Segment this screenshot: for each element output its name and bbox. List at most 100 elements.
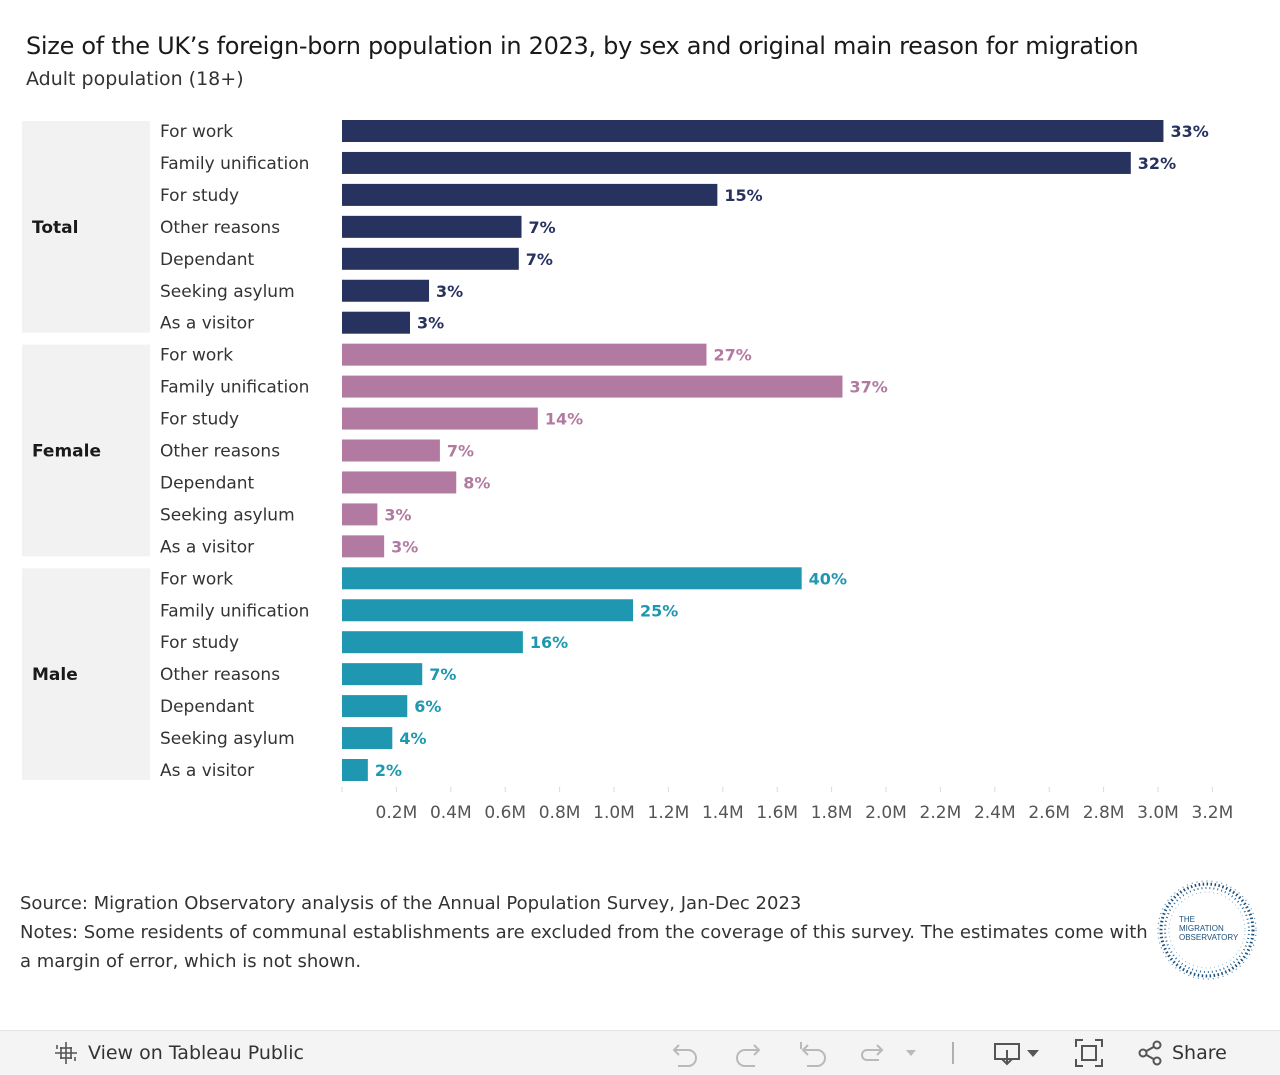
- bar-total-family-unification: [342, 151, 1131, 174]
- share-icon: [1136, 1039, 1164, 1067]
- data-label-male-family-unification: 25%: [640, 601, 678, 620]
- tableau-toolbar: View on Tableau Public Share: [0, 1030, 1280, 1075]
- toolbar-divider: [951, 1031, 955, 1075]
- bar-male-dependant: [342, 695, 408, 718]
- view-on-tableau-label: View on Tableau Public: [88, 1042, 304, 1064]
- bar-female-family-unification: [342, 375, 843, 398]
- group-label-female: Female: [32, 442, 101, 462]
- x-tick-label-0: 0.2M: [376, 803, 418, 823]
- x-tick-label-7: 1.6M: [756, 803, 798, 823]
- bar-female-for-study: [342, 407, 538, 430]
- group-band-total: [22, 121, 150, 333]
- category-label-male-other-reasons: Other reasons: [160, 665, 280, 685]
- bar-male-as-a-visitor: [342, 759, 368, 781]
- group-band-male: [22, 568, 150, 780]
- bar-total-as-a-visitor: [342, 311, 410, 334]
- data-label-female-family-unification: 37%: [849, 378, 887, 397]
- data-label-male-for-study: 16%: [530, 633, 568, 652]
- bar-female-dependant: [342, 471, 457, 494]
- bar-male-other-reasons: [342, 663, 423, 686]
- data-label-female-seeking-asylum: 3%: [384, 505, 411, 524]
- refresh-icon[interactable]: [857, 1031, 887, 1075]
- data-label-male-dependant: 6%: [414, 697, 441, 716]
- bar-chart: Total For work 33% Family unification 32% For…: [22, 120, 1234, 823]
- data-label-male-as-a-visitor: 2%: [375, 761, 402, 780]
- logo-line-3: OBSERVATORY: [1179, 933, 1239, 942]
- source-note: Source: Migration Observatory analysis o…: [20, 893, 802, 914]
- x-tick-label-11: 2.4M: [974, 803, 1016, 823]
- category-label-total-other-reasons: Other reasons: [160, 218, 280, 238]
- category-label-total-for-study: For study: [160, 186, 239, 206]
- category-label-total-family-unification: Family unification: [160, 154, 309, 174]
- data-label-total-dependant: 7%: [526, 250, 553, 269]
- x-tick-label-6: 1.4M: [702, 803, 744, 823]
- bar-male-for-work: [342, 567, 802, 590]
- bar-male-seeking-asylum: [342, 727, 393, 750]
- data-label-total-other-reasons: 7%: [529, 218, 556, 237]
- x-tick-label-5: 1.2M: [648, 803, 690, 823]
- x-tick-label-14: 3.0M: [1137, 803, 1179, 823]
- category-label-male-dependant: Dependant: [160, 697, 255, 717]
- category-label-female-for-work: For work: [160, 346, 233, 366]
- data-label-female-for-study: 14%: [545, 410, 583, 429]
- chart-subtitle: Adult population (18+): [26, 68, 244, 90]
- undo-icon[interactable]: [670, 1031, 700, 1075]
- bar-female-for-work: [342, 343, 707, 366]
- revert-icon[interactable]: [797, 1031, 829, 1075]
- data-label-total-for-study: 15%: [724, 186, 762, 205]
- chart-title: Size of the UK’s foreign-born population…: [26, 32, 1139, 60]
- data-label-total-family-unification: 32%: [1138, 154, 1176, 173]
- category-label-total-seeking-asylum: Seeking asylum: [160, 282, 295, 302]
- redo-icon[interactable]: [733, 1031, 763, 1075]
- x-tick-label-3: 0.8M: [539, 803, 581, 823]
- x-tick-label-1: 0.4M: [430, 803, 472, 823]
- x-tick-label-15: 3.2M: [1192, 803, 1234, 823]
- share-label: Share: [1172, 1042, 1227, 1064]
- x-tick-label-8: 1.8M: [811, 803, 853, 823]
- data-label-male-other-reasons: 7%: [429, 665, 456, 684]
- category-label-male-seeking-asylum: Seeking asylum: [160, 729, 295, 749]
- category-label-female-seeking-asylum: Seeking asylum: [160, 505, 295, 525]
- x-tick-label-4: 1.0M: [593, 803, 635, 823]
- bar-total-other-reasons: [342, 215, 522, 238]
- category-label-male-as-a-visitor: As a visitor: [160, 761, 254, 781]
- notes-line-2: a margin of error, which is not shown.: [20, 951, 362, 972]
- x-tick-label-10: 2.2M: [920, 803, 962, 823]
- migration-observatory-logo: THE MIGRATION OBSERVATORY: [1155, 878, 1259, 982]
- category-label-male-for-work: For work: [160, 569, 233, 589]
- download-icon[interactable]: [993, 1031, 1041, 1075]
- data-label-total-as-a-visitor: 3%: [417, 314, 444, 333]
- category-label-female-dependant: Dependant: [160, 473, 255, 493]
- category-label-female-other-reasons: Other reasons: [160, 442, 280, 462]
- notes-line-1: Notes: Some residents of communal establ…: [20, 922, 1148, 943]
- pause-dropdown-icon[interactable]: [904, 1031, 918, 1075]
- bar-total-for-work: [342, 120, 1164, 142]
- category-label-female-as-a-visitor: As a visitor: [160, 537, 254, 557]
- x-tick-label-9: 2.0M: [865, 803, 907, 823]
- fullscreen-icon[interactable]: [1074, 1031, 1104, 1075]
- bar-male-for-study: [342, 631, 523, 654]
- data-label-female-dependant: 8%: [463, 473, 490, 492]
- view-on-tableau-button[interactable]: View on Tableau Public: [52, 1031, 304, 1075]
- bar-female-as-a-visitor: [342, 535, 385, 558]
- bar-total-dependant: [342, 247, 519, 270]
- category-label-male-family-unification: Family unification: [160, 601, 309, 621]
- data-label-male-seeking-asylum: 4%: [399, 729, 426, 748]
- bar-female-seeking-asylum: [342, 503, 378, 526]
- category-label-total-for-work: For work: [160, 122, 233, 142]
- share-button[interactable]: Share: [1136, 1031, 1227, 1075]
- x-tick-label-12: 2.6M: [1028, 803, 1070, 823]
- x-tick-label-2: 0.6M: [484, 803, 526, 823]
- bar-total-for-study: [342, 183, 718, 206]
- tableau-icon: [52, 1039, 80, 1067]
- category-label-female-for-study: For study: [160, 410, 239, 430]
- data-label-female-for-work: 27%: [713, 346, 751, 365]
- logo-line-2: MIGRATION: [1179, 924, 1224, 933]
- bar-female-other-reasons: [342, 439, 440, 462]
- group-band-female: [22, 344, 150, 557]
- category-label-total-as-a-visitor: As a visitor: [160, 314, 254, 334]
- data-label-female-other-reasons: 7%: [447, 442, 474, 461]
- category-label-total-dependant: Dependant: [160, 250, 255, 270]
- group-label-total: Total: [32, 218, 78, 238]
- data-label-male-for-work: 40%: [809, 569, 847, 588]
